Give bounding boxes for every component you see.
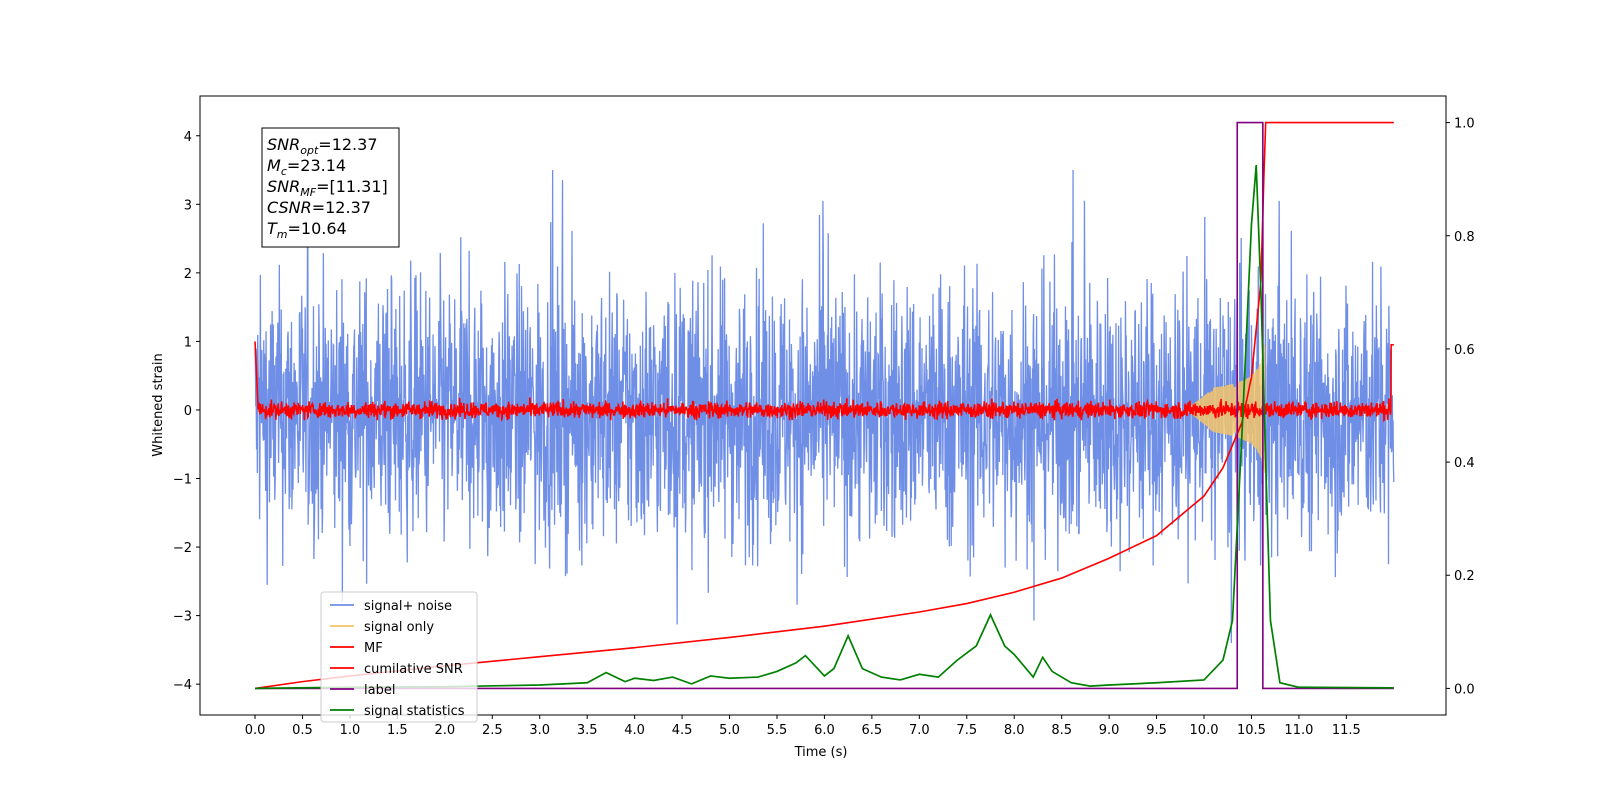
legend-entry: cumilative SNR (364, 662, 463, 677)
x-tick-label: 7.0 (909, 723, 930, 738)
x-tick-label: 8.0 (1004, 723, 1025, 738)
info-box-frame (261, 127, 400, 248)
x-tick-label: 10.5 (1237, 723, 1266, 738)
x-tick-label: 6.0 (814, 723, 835, 738)
x-tick-label: 11.5 (1332, 723, 1361, 738)
x-tick-label: 11.0 (1284, 723, 1313, 738)
y-tick-label: −3 (173, 610, 192, 625)
x-tick-label: 8.5 (1051, 723, 1072, 738)
y-tick-label: −4 (173, 678, 192, 693)
y-axis-ticks: 4 3 2 1 0 −1 −2 −3 −4 (173, 130, 200, 693)
y2-tick-label: 0.4 (1454, 456, 1475, 471)
x-tick-label: 9.5 (1146, 723, 1167, 738)
series-signal-noise (254, 170, 1395, 644)
x-tick-label: 0.5 (292, 723, 313, 738)
legend-frame (320, 591, 478, 723)
series-signal-statistics (255, 164, 1394, 690)
info-box-line: SNRMF=[11.31] (267, 177, 388, 199)
x-tick-label: 3.5 (577, 723, 598, 738)
x-tick-label: 1.5 (387, 723, 408, 738)
x-tick-label: 1.0 (340, 723, 361, 738)
x-tick-label: 2.0 (434, 723, 455, 738)
y2-tick-label: 1.0 (1454, 117, 1475, 132)
legend-entry: label (364, 683, 395, 698)
legend-entry: signal only (364, 620, 434, 635)
x-tick-label: 2.5 (482, 723, 503, 738)
y-tick-label: −1 (173, 473, 192, 488)
info-box-line: SNRopt=12.37 (267, 135, 378, 157)
y-tick-label: 0 (184, 404, 192, 419)
x-axis-label: Time (s) (794, 745, 848, 760)
series-signal-only (1184, 344, 1266, 473)
y2-axis-ticks: 1.0 0.8 0.6 0.4 0.2 0.0 (1446, 117, 1475, 697)
y-tick-label: 4 (184, 130, 192, 145)
series-cumulative-snr (254, 121, 1394, 690)
legend-entry: signal+ noise (364, 599, 452, 614)
x-tick-label: 10.0 (1190, 723, 1219, 738)
x-tick-label: 3.0 (529, 723, 550, 738)
x-axis-ticks: 0.0 0.5 1.0 1.5 2.0 2.5 3.0 3.5 4.0 4.5 5.0 5.5 6.0 6… (245, 715, 1361, 738)
x-tick-label: 5.5 (767, 723, 788, 738)
axes: 0.0 0.5 1.0 1.5 2.0 2.5 3.0 3.5 4.0 4.5 5.0 5.5 6.0 6… (151, 95, 1475, 760)
y-tick-label: 3 (184, 198, 192, 213)
legend: signal+ noise signal only MF cumilative SNR… (320, 591, 478, 723)
x-tick-label: 6.5 (862, 723, 883, 738)
plot-area (254, 121, 1395, 690)
x-tick-label: 7.5 (956, 723, 977, 738)
legend-entry: MF (364, 641, 383, 656)
info-box-line: CSNR=12.37 (267, 198, 371, 217)
x-tick-label: 9.0 (1099, 723, 1120, 738)
info-box-line: Mc=23.14 (267, 156, 346, 178)
series-label (255, 121, 1394, 690)
y-tick-label: 1 (184, 335, 192, 350)
x-tick-label: 4.5 (672, 723, 693, 738)
series-mf (254, 341, 1394, 423)
y2-tick-label: 0.0 (1454, 682, 1475, 697)
legend-entry: signal statistics (364, 704, 465, 719)
y-tick-label: −2 (173, 541, 192, 556)
axes-frame (199, 95, 1447, 716)
info-box: SNRopt=12.37Mc=23.14SNRMF=[11.31]CSNR=12… (261, 127, 400, 248)
y-tick-label: 2 (184, 267, 192, 282)
y-axis-label: Whitened strain (151, 353, 166, 456)
x-tick-label: 4.0 (624, 723, 645, 738)
y2-tick-label: 0.2 (1454, 569, 1475, 584)
x-tick-label: 5.0 (719, 723, 740, 738)
y2-tick-label: 0.8 (1454, 230, 1475, 245)
info-box-line: Tm=10.64 (267, 219, 347, 241)
y2-tick-label: 0.6 (1454, 343, 1475, 358)
x-tick-label: 0.0 (245, 723, 266, 738)
